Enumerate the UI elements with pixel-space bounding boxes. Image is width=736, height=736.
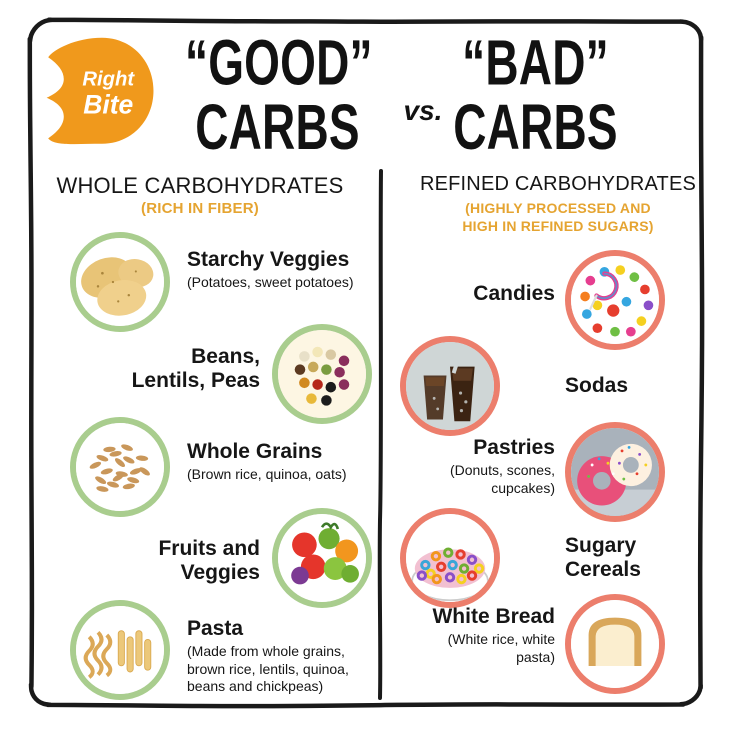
- svg-text:Right: Right: [82, 68, 135, 90]
- svg-text:Bite: Bite: [83, 89, 133, 119]
